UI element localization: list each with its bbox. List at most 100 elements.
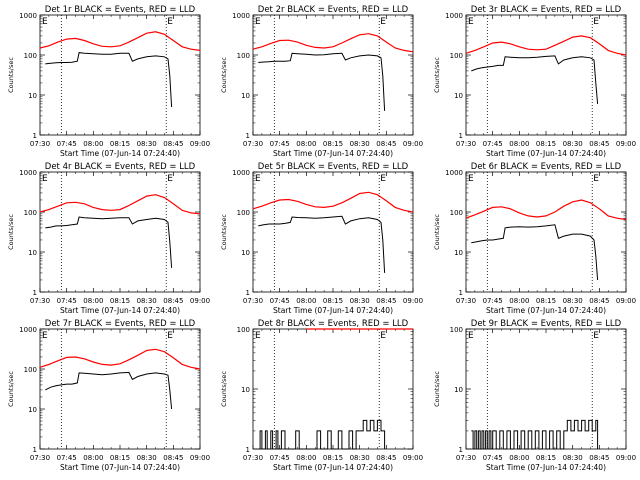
corner-marker-label: E [42,17,48,27]
y-tick-label: 100 [24,366,37,374]
y-axis-label: Counts/sec [433,57,441,93]
series-line-events [258,52,386,111]
x-tick-label: 08:15 [110,297,130,305]
y-tick-label: 1 [246,446,250,454]
x-tick-label: 08:30 [350,140,370,148]
x-tick-label: 08:15 [536,140,556,148]
y-tick-label: 10 [454,249,463,257]
series-line-events [45,371,173,410]
x-tick-label: 07:45 [270,140,290,148]
x-axis-label: Start Time (07-Jun-14 07:24:40) [486,306,606,315]
y-tick-label: 1000 [19,12,37,20]
x-tick-label: 08:30 [563,454,583,462]
series-line-lld [39,194,201,215]
chart-panel-6: Det 6r BLACK = Events, RED = LLD 1 10 100 10… [433,162,636,315]
time-marker-label: E [167,17,173,27]
x-tick-label: 07:30 [243,140,263,148]
plot-frame [465,14,627,136]
y-axis-label: Counts/sec [220,57,228,93]
time-marker-label: E [380,17,386,27]
chart-panel-4: Det 4r BLACK = Events, RED = LLD 1 10 100 10… [7,162,210,315]
x-tick-label: 07:45 [57,454,77,462]
series-line-lld [39,348,201,370]
time-marker-label: E [167,331,173,341]
chart-panel-5: Det 5r BLACK = Events, RED = LLD 1 10 100 10… [220,162,423,315]
chart-title: Det 9r BLACK = Events, RED = LLD [471,319,622,329]
y-tick-label: 1000 [445,12,463,20]
y-tick-label: 1 [246,289,250,297]
x-tick-label: 08:30 [350,297,370,305]
y-tick-label: 10 [241,386,250,394]
x-tick-label: 07:30 [243,297,263,305]
y-tick-label: 100 [237,52,250,60]
plot-frame [39,171,201,293]
x-axis-label: Start Time (07-Jun-14 07:24:40) [273,149,393,158]
y-tick-label: 100 [237,326,250,334]
chart-title: Det 8r BLACK = Events, RED = LLD [258,319,409,329]
x-tick-label: 08:15 [323,454,343,462]
x-axis-label: Start Time (07-Jun-14 07:24:40) [486,149,606,158]
x-tick-label: 08:00 [296,140,316,148]
series-line-lld [465,199,627,221]
chart-title: Det 1r BLACK = Events, RED = LLD [45,5,196,15]
y-axis-label: Counts/sec [7,371,15,407]
x-tick-label: 07:30 [456,454,476,462]
x-tick-label: 07:30 [30,297,50,305]
corner-marker-label: E [255,331,261,341]
y-tick-label: 100 [24,209,37,217]
x-tick-label: 08:45 [163,140,183,148]
x-tick-label: 08:30 [563,297,583,305]
y-tick-label: 10 [28,249,37,257]
plot-frame [252,14,414,136]
x-tick-label: 08:45 [163,454,183,462]
series-line-events [45,52,173,108]
y-axis-label: Counts/sec [433,371,441,407]
y-tick-label: 1 [33,132,37,140]
x-tick-label: 07:30 [30,454,50,462]
x-tick-label: 09:00 [616,454,636,462]
series-line-events [45,216,173,268]
series-line-lld [39,31,201,51]
x-tick-label: 08:45 [589,297,609,305]
x-tick-label: 07:30 [456,140,476,148]
x-tick-label: 09:00 [190,140,210,148]
x-tick-label: 08:30 [563,140,583,148]
y-tick-label: 100 [450,209,463,217]
x-tick-label: 09:00 [616,140,636,148]
x-tick-label: 08:15 [323,140,343,148]
x-tick-label: 07:45 [57,297,77,305]
y-tick-label: 1000 [445,169,463,177]
y-tick-label: 1 [459,132,463,140]
y-tick-label: 1000 [232,169,250,177]
plot-frame [39,14,201,136]
time-marker-label: E [593,174,599,184]
x-tick-label: 08:15 [110,454,130,462]
chart-title: Det 2r BLACK = Events, RED = LLD [258,5,409,15]
y-tick-label: 100 [237,209,250,217]
y-tick-label: 10 [454,386,463,394]
chart-panel-2: Det 2r BLACK = Events, RED = LLD 1 10 100 10… [220,5,423,158]
y-tick-label: 100 [450,52,463,60]
x-tick-label: 08:15 [536,297,556,305]
y-axis-label: Counts/sec [220,371,228,407]
y-tick-label: 10 [454,92,463,100]
x-tick-label: 07:45 [270,454,290,462]
x-tick-label: 08:00 [83,454,103,462]
x-tick-label: 09:00 [403,454,423,462]
time-marker-label: E [167,174,173,184]
y-tick-label: 1000 [19,326,37,334]
y-axis-label: Counts/sec [7,57,15,93]
y-axis-label: Counts/sec [220,214,228,250]
x-axis-label: Start Time (07-Jun-14 07:24:40) [273,463,393,472]
x-tick-label: 08:45 [376,454,396,462]
x-tick-label: 09:00 [616,297,636,305]
x-tick-label: 08:00 [296,454,316,462]
series-line-events [258,215,386,273]
y-tick-label: 10 [28,92,37,100]
x-tick-label: 08:30 [137,297,157,305]
corner-marker-label: E [468,174,474,184]
y-tick-label: 1 [33,446,37,454]
x-tick-label: 07:30 [456,297,476,305]
x-tick-label: 08:00 [83,140,103,148]
x-tick-label: 07:30 [243,454,263,462]
